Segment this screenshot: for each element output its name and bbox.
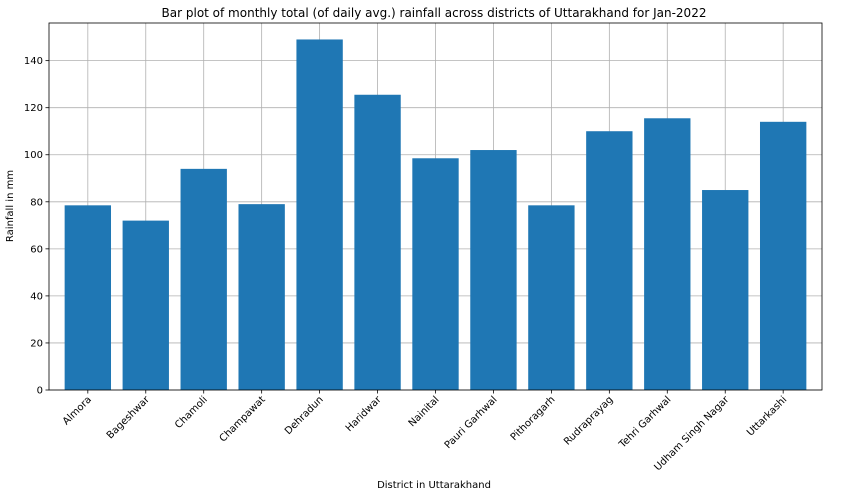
x-axis-label: District in Uttarakhand [377,480,491,491]
bars [64,39,807,391]
x-tick-label: Chamoli [173,394,210,431]
y-tick-label: 0 [37,386,43,397]
chart-title: Bar plot of monthly total (of daily avg.… [162,6,707,20]
bar-pithoragarh [528,205,575,390]
x-tick-label: Pauri Garhwal [443,394,500,451]
bar-uttarkashi [759,121,807,391]
bar-champawat [238,204,285,390]
x-tick-label: Uttarkashi [745,394,789,438]
bar-dehradun [296,39,343,390]
bar-chamoli [180,168,227,390]
bar-tehri-garhwal [644,118,691,391]
x-tick-label: Rudraprayag [562,394,615,447]
x-tick-label: Haridwar [344,394,384,434]
bar-almora [64,205,112,390]
x-tick-label: Tehri Garhwal [617,394,674,451]
bar-rudraprayag [586,131,633,390]
y-tick-label: 60 [30,244,43,255]
x-tick-label: Nainital [407,394,442,429]
x-axis-ticks: Almora Bageshwar Chamoli Champawat Dehradun H… [61,390,789,473]
x-tick-label: Champawat [218,394,268,444]
bar-nainital [412,158,459,390]
y-tick-label: 100 [24,150,43,161]
x-tick-label: Dehradun [283,394,326,437]
y-tick-label: 120 [24,103,43,114]
y-tick-label: 140 [24,56,43,67]
x-tick-label: Pithoragarh [509,394,558,443]
x-tick-label: Almora [61,394,94,427]
y-axis-ticks: 0 20 40 60 80 100 120 140 [24,56,49,397]
y-tick-label: 20 [30,338,43,349]
x-tick-label: Bageshwar [105,394,153,442]
bar-bageshwar [122,220,169,390]
y-axis-label: Rainfall in mm [5,170,16,242]
bar-haridwar [354,94,401,390]
bar-pauri-garhwal [470,150,517,390]
bar-udham-singh-nagar [702,190,749,390]
y-tick-label: 40 [30,291,43,302]
y-tick-label: 80 [30,197,43,208]
